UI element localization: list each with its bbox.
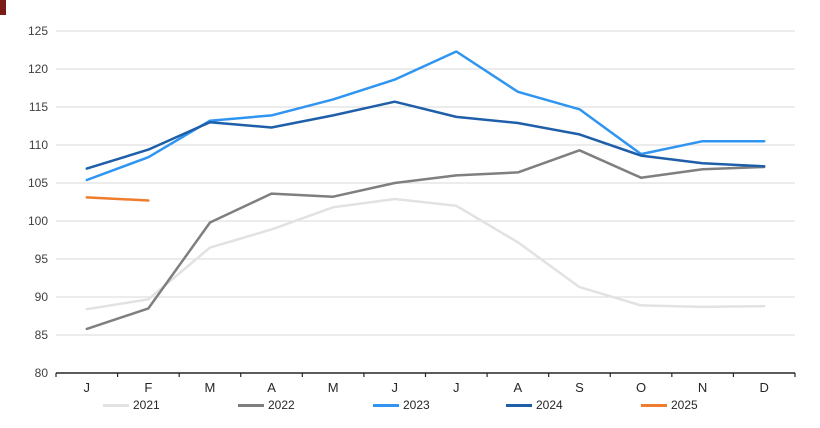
y-tick-label-110: 110 [29, 138, 48, 152]
y-tick-label-125: 125 [28, 24, 48, 38]
y-tick-label-90: 90 [35, 290, 49, 304]
x-tick-label-5: M [328, 380, 339, 395]
x-tick-label-2: F [144, 380, 152, 395]
y-tick-label-100: 100 [28, 214, 48, 228]
legend-swatch-2022 [238, 403, 264, 407]
legend-swatch-2024 [506, 403, 532, 407]
x-tick-label-10: O [636, 380, 646, 395]
top-left-red-marker [0, 0, 6, 15]
legend-label-2022: 2022 [268, 398, 295, 412]
x-tick-label-7: J [453, 380, 460, 395]
legend-item-2024: 2024 [506, 397, 563, 413]
y-tick-label-80: 80 [35, 366, 49, 380]
x-tick-label-3: M [205, 380, 216, 395]
x-tick-label-8: A [514, 380, 523, 395]
chart-legend: 2021 2022 2023 2024 2025 [0, 397, 820, 415]
x-tick-label-9: S [575, 380, 584, 395]
legend-item-2023: 2023 [373, 397, 430, 413]
legend-item-2022: 2022 [238, 397, 295, 413]
legend-label-2025: 2025 [671, 398, 698, 412]
legend-label-2024: 2024 [536, 398, 563, 412]
legend-label-2023: 2023 [403, 398, 430, 412]
legend-swatch-2023 [373, 403, 399, 407]
legend-item-2021: 2021 [103, 397, 160, 413]
legend-swatch-2025 [641, 403, 667, 407]
y-tick-label-105: 105 [28, 176, 48, 190]
y-tick-label-85: 85 [35, 328, 49, 342]
y-tick-label-120: 120 [28, 62, 48, 76]
x-tick-label-12: D [760, 380, 769, 395]
x-tick-label-1: J [84, 380, 91, 395]
legend-item-2025: 2025 [641, 397, 698, 413]
series-line-2022 [85, 149, 766, 331]
x-tick-label-6: J [391, 380, 398, 395]
y-tick-label-115: 115 [29, 100, 48, 114]
legend-label-2021: 2021 [133, 398, 160, 412]
x-tick-label-4: A [267, 380, 276, 395]
series-line-2025 [85, 196, 150, 202]
x-tick-label-11: N [698, 380, 707, 395]
series-line-2023 [85, 50, 766, 182]
series-line-2021 [85, 197, 766, 311]
legend-swatch-2021 [103, 403, 129, 407]
y-tick-label-95: 95 [35, 252, 49, 266]
series-line-2024 [85, 100, 766, 170]
